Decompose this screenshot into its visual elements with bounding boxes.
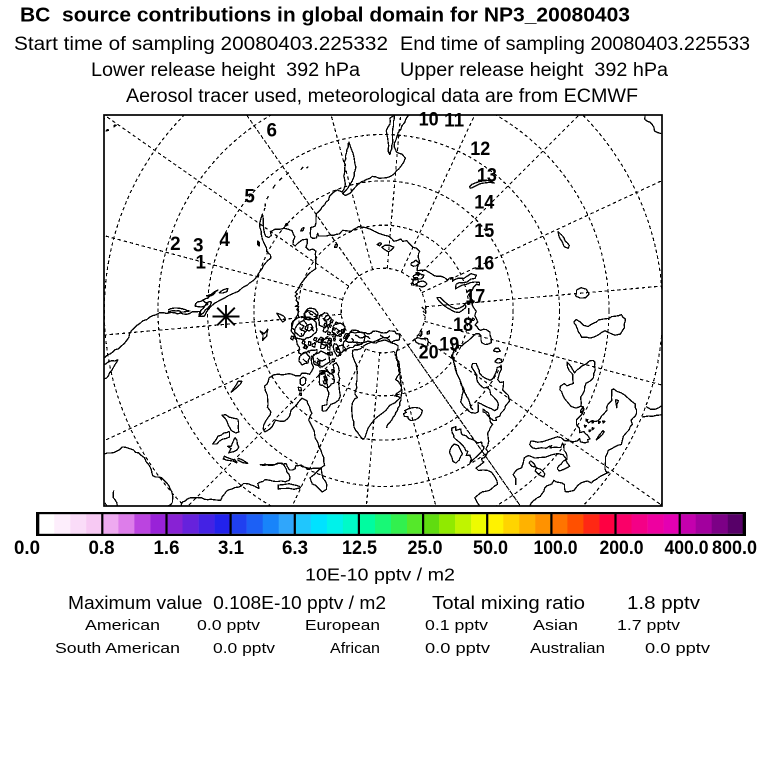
svg-text:6.3: 6.3 (282, 538, 308, 559)
svg-text:4: 4 (219, 230, 230, 251)
svg-text:100.0: 100.0 (534, 538, 578, 559)
svg-text:14: 14 (474, 192, 494, 213)
svg-text:BC source contributions in gl: BC source contributions in global domain… (20, 4, 630, 26)
svg-text:European: European (305, 618, 380, 634)
svg-text:12: 12 (470, 139, 490, 160)
svg-text:Lower release height 392 hPa: Lower release height 392 hPa (91, 60, 360, 81)
svg-text:Total mixing ratio: Total mixing ratio (432, 593, 585, 613)
svg-text:1.7 pptv: 1.7 pptv (617, 618, 681, 634)
svg-text:10: 10 (419, 110, 439, 131)
svg-text:African: African (330, 641, 380, 657)
svg-text:19: 19 (439, 334, 459, 355)
svg-text:200.0: 200.0 (600, 538, 644, 559)
svg-text:50.0: 50.0 (473, 538, 508, 559)
svg-text:3.1: 3.1 (218, 538, 244, 559)
svg-text:American: American (85, 618, 160, 634)
svg-text:Maximum value 0.108E-10 pptv: Maximum value 0.108E-10 pptv / m2 (68, 593, 386, 613)
svg-text:13: 13 (477, 165, 497, 186)
svg-text:South American: South American (55, 641, 180, 657)
svg-text:16: 16 (474, 254, 494, 275)
svg-text:2: 2 (170, 234, 181, 255)
svg-text:400.0: 400.0 (665, 538, 709, 559)
svg-text:0.0 pptv: 0.0 pptv (213, 641, 276, 657)
svg-text:Australian: Australian (530, 641, 605, 657)
svg-text:1: 1 (196, 252, 207, 273)
svg-text:End time of sampling 20080403.: End time of sampling 20080403.225533 (400, 34, 750, 55)
svg-text:10E-10 pptv / m2: 10E-10 pptv / m2 (305, 565, 455, 585)
svg-text:0.0 pptv: 0.0 pptv (645, 641, 711, 657)
svg-text:17: 17 (465, 287, 485, 308)
svg-text:3: 3 (193, 235, 204, 256)
svg-text:Asian: Asian (533, 618, 578, 634)
svg-text:0.0 pptv: 0.0 pptv (425, 641, 491, 657)
svg-text:11: 11 (444, 110, 464, 131)
svg-text:0.1 pptv: 0.1 pptv (425, 618, 489, 634)
svg-text:15: 15 (474, 221, 494, 242)
svg-text:20: 20 (419, 343, 439, 364)
svg-text:0.8: 0.8 (89, 538, 115, 559)
svg-text:18: 18 (453, 315, 473, 336)
svg-text:0.0: 0.0 (14, 538, 40, 559)
svg-text:6: 6 (266, 121, 277, 142)
svg-text:Start time of sampling 2008040: Start time of sampling 20080403.225332 (14, 34, 388, 55)
svg-text:Upper release height 392 hPa: Upper release height 392 hPa (400, 60, 668, 81)
svg-text:5: 5 (244, 186, 255, 207)
svg-text:25.0: 25.0 (408, 538, 443, 559)
svg-text:1.6: 1.6 (154, 538, 180, 559)
svg-text:1.8 pptv: 1.8 pptv (627, 593, 700, 613)
svg-text:800.0: 800.0 (712, 538, 757, 559)
svg-text:Aerosol tracer used, meteorolo: Aerosol tracer used, meteorological data… (126, 86, 638, 107)
svg-text:0.0 pptv: 0.0 pptv (197, 618, 261, 634)
svg-text:12.5: 12.5 (342, 538, 377, 559)
